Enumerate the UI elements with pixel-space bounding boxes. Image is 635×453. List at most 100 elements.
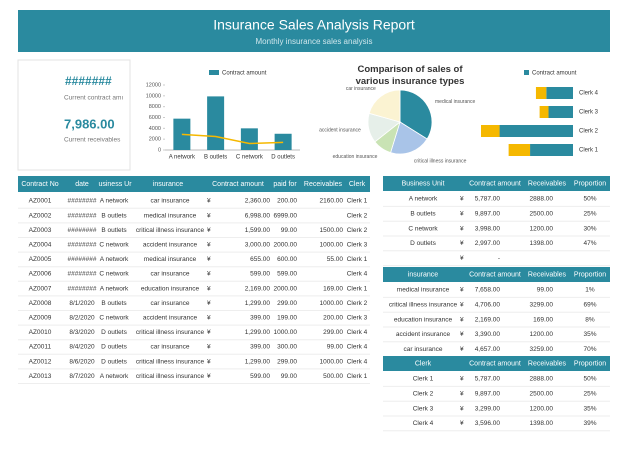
cell: AZ0011 [29,344,52,351]
currency: ¥ [207,256,211,263]
x-tick-label: D outlets [271,155,295,161]
cell: 99.00 [281,373,298,380]
cell: 2888.00 [530,376,554,383]
y-tick-label: 8000 [149,104,161,110]
bar-segment [548,106,573,118]
column-header: insurance [153,181,183,188]
cell: 599.00 [250,271,270,278]
cell: AZ0010 [29,329,52,336]
column-header: Contract amount [469,180,521,187]
cell: 1% [585,287,595,294]
y-tick-label: Clerk 1 [579,148,599,154]
cell: Clerk 2 [347,300,368,307]
currency: ¥ [460,376,464,383]
cell: car insurance [403,346,442,353]
currency: ¥ [460,302,464,309]
cell: ######## [68,227,97,234]
cell: 169.00 [533,316,553,323]
currency: ¥ [207,285,211,292]
cell: 1398.00 [530,420,554,427]
cell: 25% [583,391,596,398]
currency: ¥ [460,196,464,203]
y-tick-label: 4000 [149,126,161,132]
cell: 35% [583,331,596,338]
cell: 5,787.00 [475,376,501,383]
y-tick-label: Clerk 4 [579,91,599,97]
y-tick-label: 12000 [146,82,161,88]
cell: AZ0004 [29,242,52,249]
pie-label: car insurance [346,86,376,92]
cell: 200.00 [277,198,297,205]
cell: AZ0006 [29,271,52,278]
cell: 8/6/2020 [69,358,95,365]
cell: 1000.00 [274,329,298,336]
cell: Clerk 3 [347,242,368,249]
column-header: Receivables [528,360,567,367]
cell: Clerk 4 [347,358,368,365]
column-header: Receivables [304,181,343,188]
table-header [383,267,610,282]
legend-label: Contract amount [532,71,577,77]
pie-slice [390,121,428,155]
cell: 2,169.00 [245,285,271,292]
cell: 2888.00 [530,196,554,203]
cell: D outlets [101,329,127,336]
cell: Clerk 2 [413,391,434,398]
cell: education insurance [141,285,200,292]
cell: 300.00 [277,344,297,351]
cell: ######## [68,198,97,205]
cell: 3,000.00 [245,242,271,249]
cell: 99.00 [537,287,554,294]
cell: C network [99,242,129,249]
cell: ######## [68,256,97,263]
pie-label: medical insurance [435,99,476,105]
column-header: Clerk [349,181,366,188]
column-header: date [75,181,89,188]
cell: 30% [583,225,596,232]
cell: Clerk 3 [413,405,434,412]
currency: ¥ [207,358,211,365]
cell: C network [99,315,129,322]
cell: AZ0003 [29,227,52,234]
cell: car insurance [150,300,189,307]
cell: critical illness insurance [136,227,205,234]
currency: ¥ [460,331,464,338]
bar [207,96,225,150]
column-header: usiness Ur [98,181,132,188]
column-header: insurance [408,271,438,278]
cell: 9,897.00 [475,391,501,398]
cell: 5,787.00 [475,196,501,203]
cell: AZ0013 [29,373,52,380]
cell: 1,299.00 [245,300,271,307]
cell: 1,599.00 [245,227,271,234]
column-header: Proportion [574,360,606,367]
cell: 2000.00 [274,285,298,292]
cell: 2500.00 [530,211,554,218]
cell: 299.00 [323,329,343,336]
bar-segment [508,144,531,156]
cell: 2160.00 [320,198,344,205]
cell: AZ0007 [29,285,52,292]
cell: 655.00 [250,256,270,263]
cell: 299.00 [277,300,297,307]
kpi-value: 7,986.00 [64,116,115,131]
cell: Clerk 1 [347,373,368,380]
y-tick-label: 0 [158,147,161,153]
cell: 600.00 [277,256,297,263]
cell: 1200.00 [530,331,554,338]
cell: D outlets [101,358,127,365]
cell: D outlets [101,344,127,351]
cell: Clerk 1 [347,285,368,292]
subtitle: Monthly insurance sales analysis [256,37,373,46]
currency: ¥ [460,225,464,232]
table-header [383,176,610,191]
cell: 2500.00 [530,391,554,398]
cell: 1200.00 [530,405,554,412]
kpi-label: Current receivables [64,137,121,144]
cell: accident insurance [143,242,198,249]
cell: 8/1/2020 [69,300,95,307]
column-header: paid for [273,181,297,188]
currency: ¥ [207,300,211,307]
currency: ¥ [460,240,464,247]
cell: 4,657.00 [475,346,501,353]
